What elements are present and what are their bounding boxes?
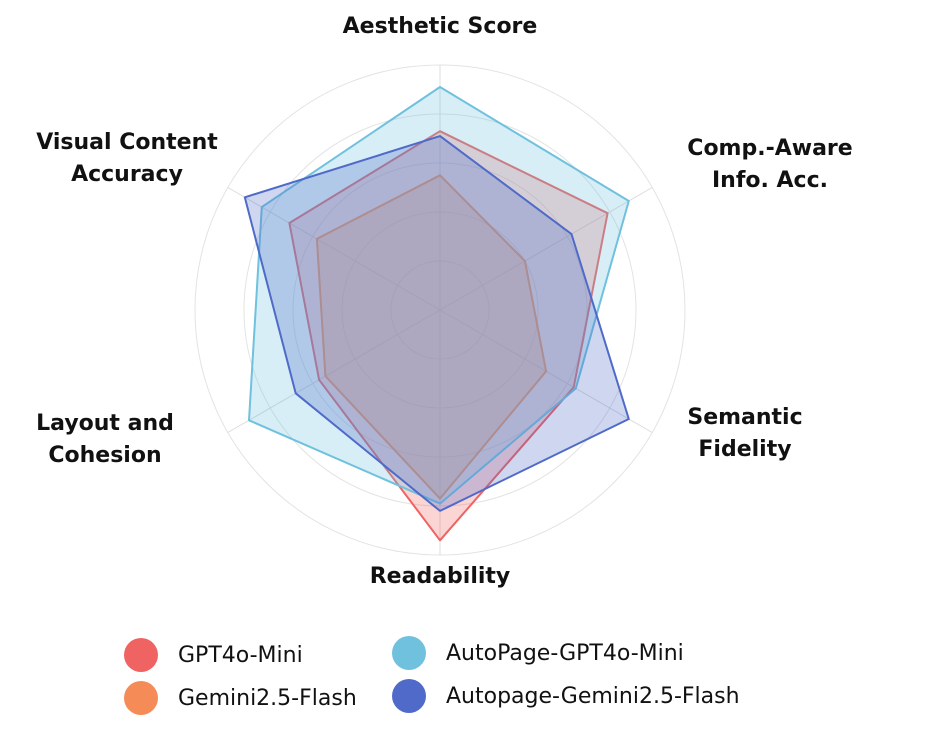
axis-label-line: Aesthetic Score: [343, 14, 538, 39]
series-polygon: [243, 135, 630, 512]
axis-label-line: Semantic: [687, 405, 802, 430]
axis-label-line: Readability: [370, 564, 511, 589]
axis-spoke: [439, 187, 653, 311]
axis-label-line: Cohesion: [48, 443, 161, 468]
axis-label: Layout and Cohesion: [36, 411, 174, 468]
radar-grid: [194, 64, 686, 556]
radar-series-layer: [243, 86, 630, 542]
series-polygon: [315, 174, 548, 500]
axis-spoke: [227, 309, 441, 433]
axis-label: Comp.-Aware Info. Acc.: [687, 136, 852, 193]
axis-label-line: Visual Content: [36, 130, 218, 155]
axis-label: Visual Content Accuracy: [36, 130, 218, 187]
axis-label: Aesthetic Score: [343, 14, 538, 39]
axis-spoke: [227, 187, 441, 311]
axis-label-line: Layout and: [36, 411, 174, 436]
axis-label: Readability: [370, 564, 511, 589]
axis-labels: Aesthetic Score Comp.-Aware Info. Acc. Sema…: [36, 14, 853, 589]
axis-label-line: Comp.-Aware: [687, 136, 852, 161]
axis-label-line: Fidelity: [698, 437, 791, 462]
axis-label-line: Info. Acc.: [712, 168, 828, 193]
series-polygon: [248, 86, 630, 505]
axis-label: Semantic Fidelity: [687, 405, 802, 462]
axis-label-line: Accuracy: [71, 162, 183, 187]
series-polygon: [288, 130, 609, 542]
